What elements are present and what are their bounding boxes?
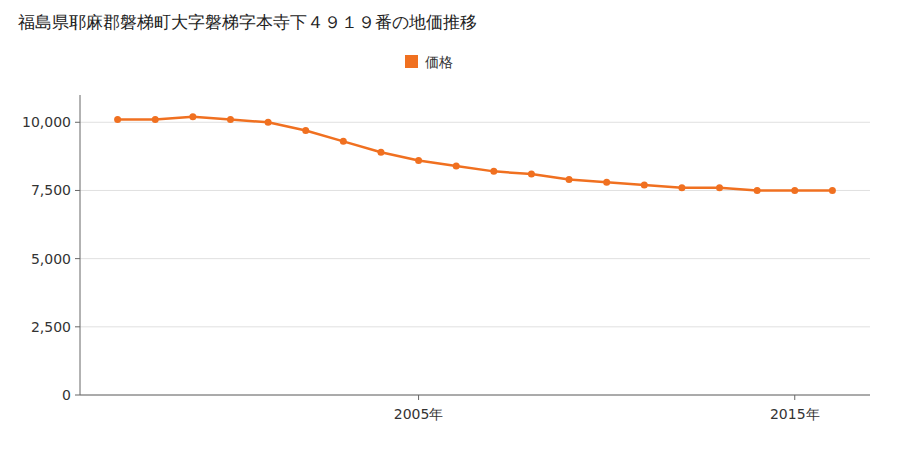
legend-label: 価格 bbox=[425, 54, 453, 70]
y-tick bbox=[75, 395, 80, 396]
y-tick bbox=[75, 190, 80, 191]
grid-line bbox=[80, 326, 870, 327]
point bbox=[641, 182, 648, 189]
chart: 福島県耶麻郡磐梯町大字磐梯字本寺下４９１９番の地価推移 0 2,500 5,000 7,… bbox=[0, 0, 900, 450]
point bbox=[754, 187, 761, 194]
point bbox=[678, 184, 685, 191]
y-tick bbox=[75, 326, 80, 327]
point bbox=[603, 179, 610, 186]
point bbox=[415, 157, 422, 164]
y-tick bbox=[75, 122, 80, 123]
x-tick bbox=[418, 395, 419, 400]
y-tick-label: 2,500 bbox=[31, 319, 71, 335]
x-tick bbox=[794, 395, 795, 400]
y-axis-line bbox=[80, 95, 81, 395]
point bbox=[227, 116, 234, 123]
legend: 価格 bbox=[405, 54, 453, 70]
x-tick-label: 2005年 bbox=[394, 406, 444, 422]
point bbox=[791, 187, 798, 194]
point bbox=[189, 113, 196, 120]
x-tick-label: 2015年 bbox=[770, 406, 820, 422]
grid-line bbox=[80, 258, 870, 259]
point bbox=[490, 168, 497, 175]
grid-line bbox=[80, 122, 870, 123]
point bbox=[566, 176, 573, 183]
x-axis-line bbox=[80, 395, 870, 396]
point bbox=[377, 149, 384, 156]
point bbox=[340, 138, 347, 145]
plot-area bbox=[114, 113, 836, 194]
y-tick-label: 10,000 bbox=[22, 114, 71, 130]
point bbox=[152, 116, 159, 123]
line bbox=[118, 117, 833, 191]
y-tick-label: 5,000 bbox=[31, 251, 71, 267]
point bbox=[453, 162, 460, 169]
grid-line bbox=[80, 395, 870, 396]
point bbox=[302, 127, 309, 134]
y-tick bbox=[75, 258, 80, 259]
legend-swatch bbox=[405, 55, 418, 68]
y-tick-label: 0 bbox=[62, 387, 71, 403]
y-tick-label: 7,500 bbox=[31, 182, 71, 198]
point bbox=[265, 119, 272, 126]
point bbox=[114, 116, 121, 123]
title: 福島県耶麻郡磐梯町大字磐梯字本寺下４９１９番の地価推移 bbox=[18, 12, 477, 32]
point bbox=[716, 184, 723, 191]
point bbox=[829, 187, 836, 194]
point bbox=[528, 171, 535, 178]
